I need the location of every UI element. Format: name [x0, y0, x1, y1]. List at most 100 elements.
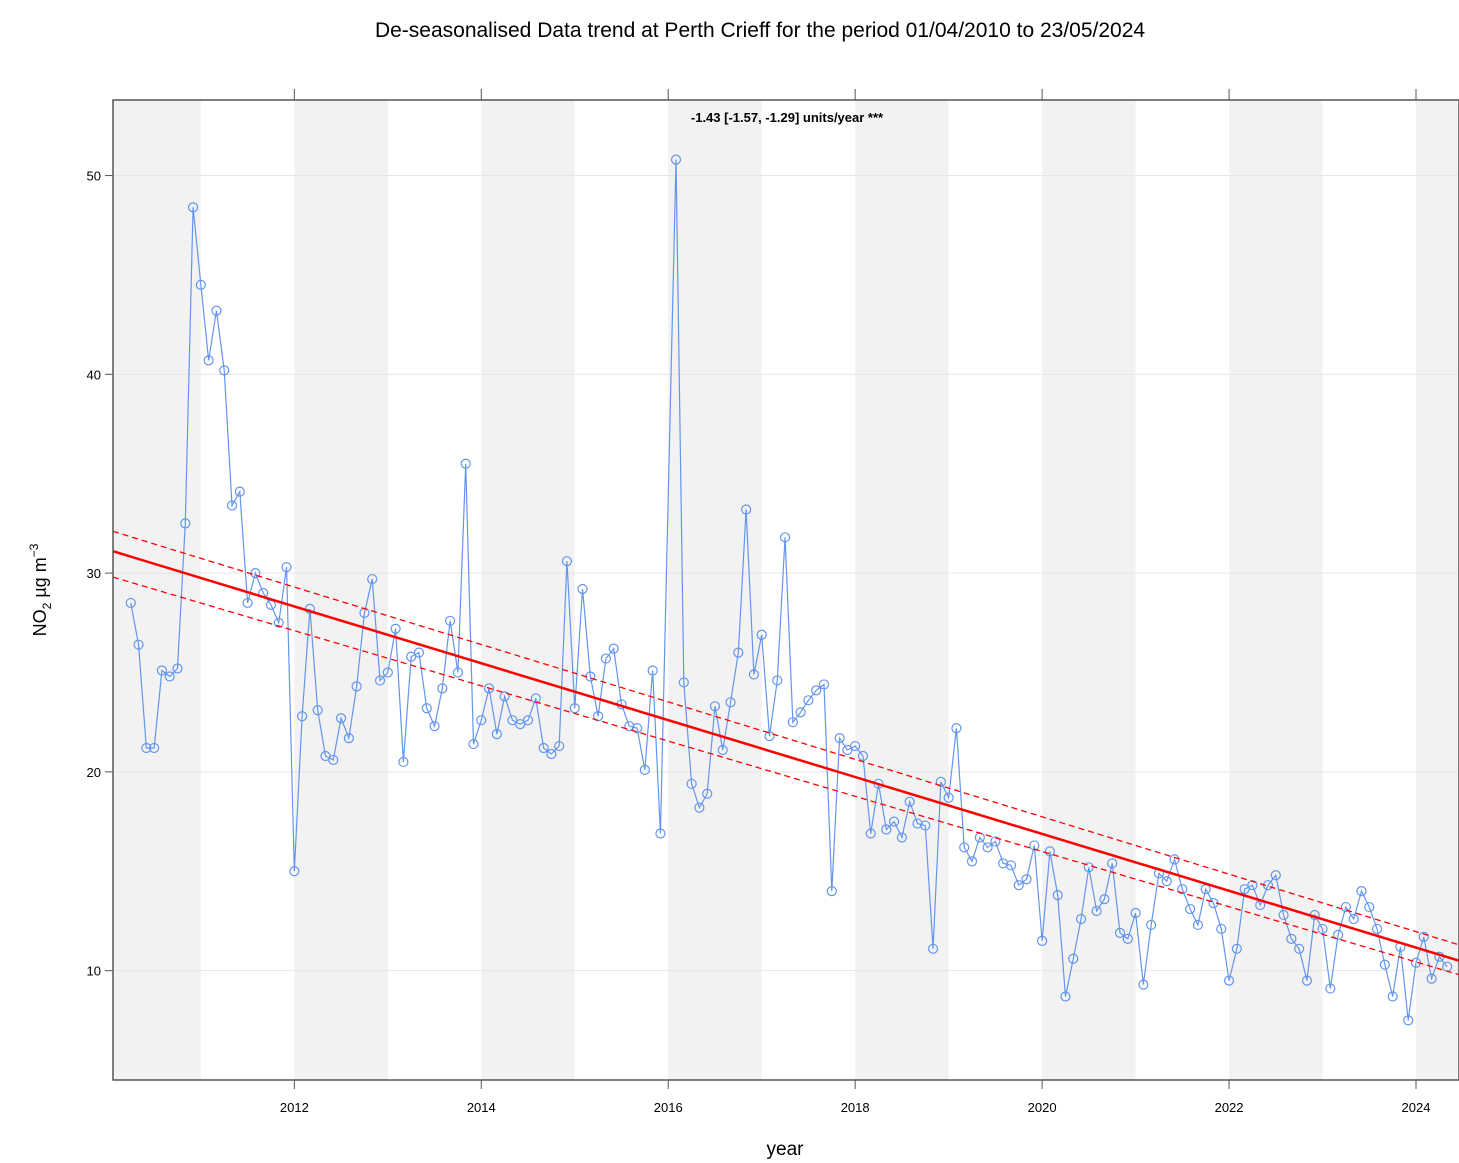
data-point: [865, 828, 876, 839]
data-point: [577, 583, 588, 595]
year-band: [668, 100, 762, 1080]
data-point: [1348, 913, 1359, 925]
data-point: [499, 691, 510, 702]
trend-upper: [113, 530, 1459, 946]
data-point: [943, 792, 954, 803]
x-tick-label: 2012: [280, 1100, 309, 1115]
data-point: [445, 615, 456, 626]
data-point: [717, 744, 728, 756]
data-point: [951, 723, 962, 734]
year-band: [1042, 100, 1136, 1080]
data-point: [811, 685, 822, 696]
data-point: [694, 802, 705, 813]
y-label-sub: 2: [40, 602, 54, 609]
data-point: [452, 667, 464, 678]
data-point: [437, 683, 448, 694]
data-point: [1387, 991, 1398, 1002]
data-point: [273, 617, 284, 628]
data-point: [211, 305, 222, 316]
data-point: [670, 154, 682, 165]
data-point: [1371, 923, 1383, 935]
data-point: [818, 679, 830, 690]
data-point: [795, 707, 806, 718]
data-point: [491, 729, 502, 740]
data-point: [398, 756, 409, 768]
data-point: [772, 675, 783, 686]
data-point: [406, 651, 417, 662]
data-point: [787, 717, 798, 728]
data-point: [141, 742, 152, 754]
data-point: [133, 639, 144, 650]
data-point: [530, 693, 541, 704]
data-point: [374, 675, 386, 686]
data-point: [289, 866, 300, 877]
data-point: [624, 721, 635, 732]
data-point: [990, 836, 1001, 847]
data-point: [1333, 929, 1344, 940]
data-point: [149, 742, 160, 754]
year-band: [113, 100, 201, 1080]
data-point: [413, 647, 425, 658]
data-point: [756, 629, 767, 640]
data-point: [382, 667, 393, 678]
data-point: [826, 886, 837, 897]
chart-title: De-seasonalised Data trend at Perth Crie…: [375, 19, 1145, 42]
data-point: [335, 713, 347, 724]
data-point: [538, 742, 549, 754]
data-point: [1301, 975, 1313, 986]
data-point: [857, 750, 869, 762]
trend-values: [113, 550, 1459, 962]
data-point: [515, 719, 526, 730]
data-point: [803, 695, 814, 706]
data-point: [507, 715, 518, 726]
data-point: [125, 597, 136, 609]
data-point: [600, 653, 612, 664]
data-point: [180, 518, 191, 529]
data-point: [647, 665, 658, 676]
data-point: [281, 562, 292, 573]
data-point: [561, 556, 573, 567]
data-point: [328, 754, 339, 766]
data-point: [390, 623, 401, 634]
data-point: [1426, 973, 1437, 984]
data-point: [164, 671, 175, 682]
data-point: [1185, 903, 1196, 915]
y-label-main: NO: [30, 609, 50, 636]
data-point: [351, 681, 362, 692]
data-point: [1294, 943, 1305, 954]
y-tick-label: 20: [87, 765, 101, 780]
data-point: [748, 669, 760, 680]
data-point: [1379, 959, 1390, 970]
data-point: [1223, 975, 1235, 986]
year-band: [1416, 100, 1459, 1080]
data-point: [522, 715, 534, 726]
data-point: [725, 697, 736, 708]
data-point: [569, 703, 580, 714]
y-tick-label: 30: [87, 566, 101, 581]
data-point: [1122, 933, 1133, 944]
data-point: [1325, 983, 1336, 994]
data-point: [1091, 905, 1102, 917]
data-point: [1114, 927, 1126, 939]
data-point: [1130, 907, 1141, 919]
data-point: [678, 677, 689, 688]
data-point: [608, 643, 619, 654]
data-point: [226, 500, 238, 511]
data-point: [367, 573, 378, 585]
plot-area: [113, 154, 1459, 1026]
y-label-unit: µg m: [30, 557, 50, 602]
data-point: [460, 458, 471, 469]
data-point: [219, 365, 230, 376]
data-point: [1192, 919, 1204, 931]
data-point: [1418, 931, 1429, 942]
x-tick-label: 2018: [841, 1100, 870, 1115]
year-band: [1229, 100, 1323, 1080]
data-point: [1270, 870, 1281, 881]
x-tick-label: 2020: [1028, 1100, 1057, 1115]
y-label-sup: −3: [27, 543, 41, 557]
data-point: [203, 355, 214, 366]
data-point: [912, 818, 923, 829]
data-point: [655, 828, 666, 839]
data-point: [639, 764, 650, 775]
